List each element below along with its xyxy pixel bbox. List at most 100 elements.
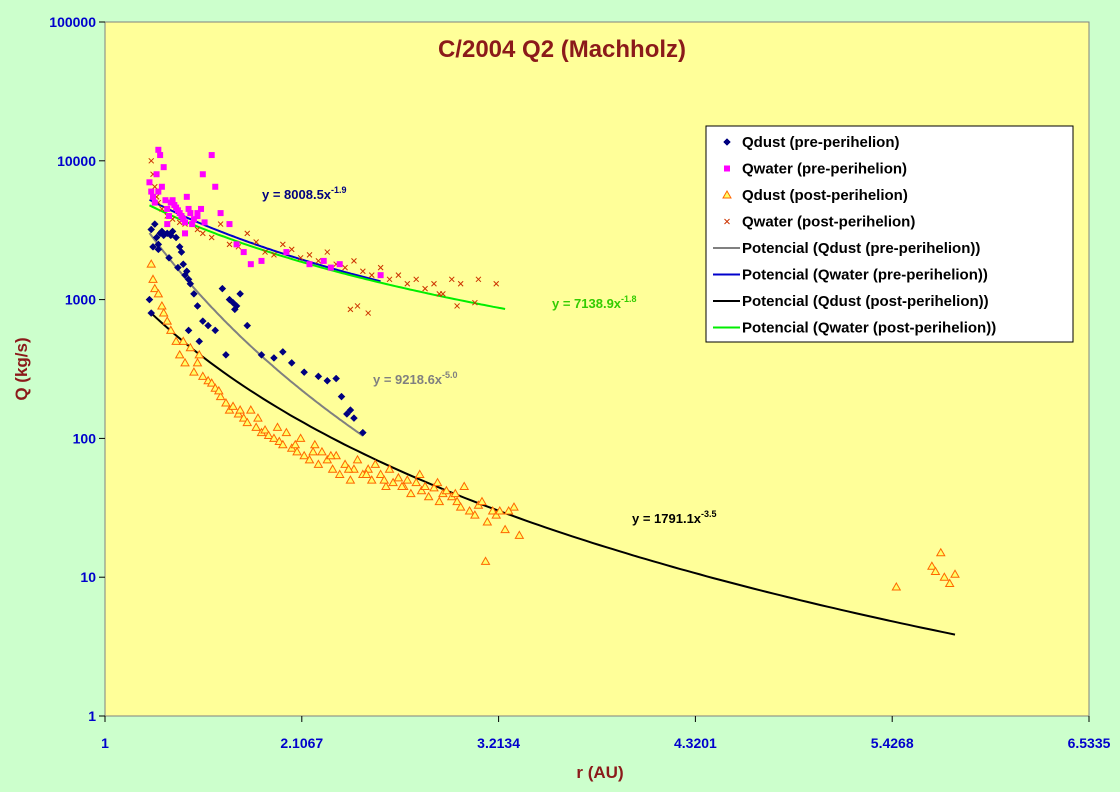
data-point — [935, 547, 946, 557]
data-point — [185, 342, 196, 352]
data-point — [345, 475, 356, 484]
y-tick-label: 10000 — [57, 153, 96, 169]
data-point — [148, 157, 155, 164]
data-point — [230, 305, 239, 314]
data-point — [313, 459, 324, 468]
data-point — [306, 252, 313, 258]
data-point — [279, 241, 286, 248]
data-point — [260, 424, 270, 434]
data-point — [287, 359, 296, 367]
data-point — [337, 392, 346, 401]
data-point — [226, 221, 233, 228]
data-point — [317, 446, 327, 456]
data-point — [208, 152, 215, 159]
data-point — [448, 276, 455, 283]
data-point — [315, 258, 322, 264]
data-point — [359, 268, 366, 275]
data-point — [366, 475, 377, 484]
data-point — [375, 469, 386, 478]
data-point — [155, 146, 162, 153]
data-point — [222, 350, 230, 359]
data-point — [346, 406, 355, 414]
data-point — [198, 317, 207, 325]
data-point — [320, 257, 327, 264]
x-tick-label: 2.1067 — [280, 735, 323, 751]
data-point — [157, 152, 164, 159]
data-point — [416, 485, 427, 495]
data-point — [300, 368, 309, 377]
data-point — [158, 308, 169, 317]
trendline — [149, 198, 381, 283]
trendline-equation: y = 8008.5x-1.9 — [262, 185, 347, 202]
data-point — [164, 205, 171, 212]
data-point — [420, 481, 430, 491]
data-point — [194, 349, 205, 359]
data-point — [199, 230, 206, 237]
data-point — [212, 183, 219, 190]
data-point — [182, 267, 191, 276]
data-point — [150, 220, 159, 228]
data-point — [431, 280, 437, 287]
y-tick-label: 1000 — [65, 292, 96, 308]
data-point — [395, 272, 402, 279]
data-point — [165, 325, 176, 334]
data-point — [352, 454, 363, 464]
data-point — [930, 566, 941, 575]
data-point — [361, 469, 372, 478]
data-point — [299, 450, 310, 460]
data-point — [470, 510, 480, 519]
data-point — [218, 284, 227, 293]
trendline-equation: y = 1791.1x-3.5 — [632, 509, 717, 526]
data-point — [166, 213, 173, 220]
legend: Qdust (pre-perihelion) Qwater (pre-perihe… — [705, 125, 1074, 343]
data-point — [238, 413, 249, 422]
data-point — [939, 572, 950, 581]
data-point — [397, 481, 407, 491]
data-point — [332, 374, 341, 383]
data-point — [146, 259, 157, 268]
data-point — [152, 233, 161, 242]
data-point — [436, 291, 443, 297]
data-point — [190, 216, 197, 223]
data-point — [184, 326, 193, 335]
data-point — [221, 397, 231, 407]
data-point — [208, 234, 215, 241]
data-point — [514, 530, 525, 539]
x-tick-label: 3.2134 — [477, 735, 520, 751]
data-point — [149, 242, 157, 251]
data-point — [271, 252, 277, 258]
data-point — [201, 219, 208, 226]
data-point — [148, 274, 158, 283]
data-point — [247, 261, 254, 268]
data-point — [158, 183, 165, 190]
data-point — [304, 454, 315, 464]
data-point — [182, 219, 189, 226]
data-point — [178, 336, 189, 345]
legend-marker — [724, 218, 730, 225]
data-point — [174, 349, 185, 359]
chart-title: C/2004 Q2 (Machholz) — [438, 36, 686, 63]
data-point — [251, 422, 262, 431]
data-point — [509, 502, 519, 511]
data-point — [324, 249, 331, 255]
data-point — [204, 321, 212, 330]
data-point — [182, 230, 189, 237]
data-point — [149, 283, 160, 293]
data-point — [325, 450, 336, 460]
trendline — [149, 204, 506, 310]
data-point — [393, 472, 404, 482]
data-point — [180, 357, 190, 367]
y-tick-label: 10 — [80, 569, 96, 585]
data-point — [195, 337, 204, 346]
data-point — [240, 249, 247, 256]
data-point — [292, 446, 302, 456]
data-point — [160, 164, 167, 171]
data-point — [186, 279, 195, 288]
data-point — [950, 569, 960, 578]
x-axis-title: r (AU) — [576, 763, 623, 782]
data-point — [189, 221, 196, 228]
data-point — [288, 246, 295, 253]
data-point — [327, 464, 338, 473]
data-point — [434, 496, 445, 506]
